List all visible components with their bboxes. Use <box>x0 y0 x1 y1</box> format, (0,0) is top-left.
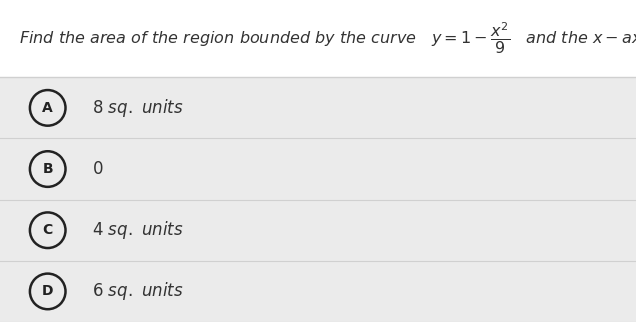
Text: $\it{8\ sq.\ units}$: $\it{8\ sq.\ units}$ <box>92 97 184 119</box>
Text: $\it{0}$: $\it{0}$ <box>92 161 104 177</box>
Bar <box>0 77 636 138</box>
Bar <box>0 138 636 200</box>
Text: A: A <box>43 101 53 115</box>
Text: $\it{Find\ the\ area\ of\ the\ region\ bounded\ by\ the\ curve}$$\quad y=1-\dfra: $\it{Find\ the\ area\ of\ the\ region\ b… <box>19 21 636 56</box>
Bar <box>0 200 636 261</box>
Bar <box>0 0 636 77</box>
Text: $\it{6\ sq.\ units}$: $\it{6\ sq.\ units}$ <box>92 280 184 302</box>
Text: D: D <box>42 284 53 298</box>
Text: C: C <box>43 223 53 237</box>
Text: B: B <box>43 162 53 176</box>
Bar <box>0 261 636 322</box>
Text: $\it{4\ sq.\ units}$: $\it{4\ sq.\ units}$ <box>92 219 184 241</box>
